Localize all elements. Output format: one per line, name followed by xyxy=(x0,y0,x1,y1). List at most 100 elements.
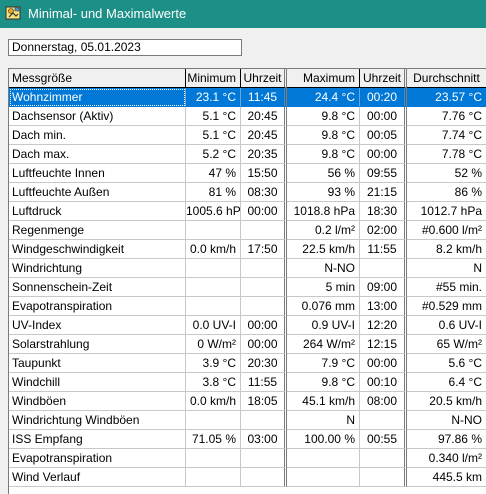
row-average: 86 % xyxy=(407,183,486,202)
table-row[interactable]: Dachsensor (Aktiv) 5.1 °C 20:45 9.8 °C 00:00… xyxy=(9,107,486,126)
values-table[interactable]: Messgröße Minimum Uhrzeit Maximum Uhrzei… xyxy=(8,68,486,494)
row-label: Luftfeuchte Außen xyxy=(9,183,186,202)
row-label: Dach min. xyxy=(9,126,186,145)
row-min-time: 00:00 xyxy=(241,316,287,335)
row-minimum xyxy=(186,259,241,278)
header-maximum[interactable]: Maximum xyxy=(287,69,360,88)
table-row[interactable]: Luftfeuchte Innen 47 % 15:50 56 % 09:55 52 % xyxy=(9,164,486,183)
header-minimum[interactable]: Minimum xyxy=(186,69,241,88)
table-row[interactable]: Windchill 3.8 °C 11:55 9.8 °C 00:10 6.4 °C xyxy=(9,373,486,392)
table-row[interactable]: Windböen 0.0 km/h 18:05 45.1 km/h 08:00 20.5 … xyxy=(9,392,486,411)
table-row[interactable]: Sonnenschein-Zeit 5 min 09:00 #55 min. xyxy=(9,278,486,297)
row-average: 445.5 km xyxy=(407,468,486,487)
row-max-time: 13:00 xyxy=(360,297,407,316)
table-row[interactable]: Wind Verlauf 445.5 km xyxy=(9,468,486,487)
table-row[interactable]: UV-Index 0.0 UV-I 00:00 0.9 UV-I 12:20 0.6 UV… xyxy=(9,316,486,335)
table-row[interactable]: Windrichtung Windböen N N-NO xyxy=(9,411,486,430)
row-max-time: 09:55 xyxy=(360,164,407,183)
table-row[interactable]: Wohnzimmer 23.1 °C 11:45 24.4 °C 00:20 23.57 … xyxy=(9,88,486,107)
row-maximum: N xyxy=(287,411,360,430)
table-row[interactable]: Windrichtung N-NO N xyxy=(9,259,486,278)
row-max-time: 12:15 xyxy=(360,335,407,354)
table-row[interactable]: Evapotranspiration 0.076 mm 13:00 #0.529 mm xyxy=(9,297,486,316)
row-minimum: 5.2 °C xyxy=(186,145,241,164)
row-label: Evapotranspiration xyxy=(9,297,186,316)
table-row[interactable]: Windgeschwindigkeit 0.0 km/h 17:50 22.5 km/… xyxy=(9,240,486,259)
table-row[interactable]: Luftfeuchte Außen 81 % 08:30 93 % 21:15 86 % xyxy=(9,183,486,202)
row-label: Windgeschwindigkeit xyxy=(9,240,186,259)
row-label: Windrichtung Windböen xyxy=(9,411,186,430)
row-maximum: 9.8 °C xyxy=(287,373,360,392)
row-average: #0.529 mm xyxy=(407,297,486,316)
row-min-time xyxy=(241,297,287,316)
table-row[interactable]: Regenmenge 0.2 l/m² 02:00 #0.600 l/m² xyxy=(9,221,486,240)
row-maximum: 0.2 l/m² xyxy=(287,221,360,240)
row-max-time: 00:05 xyxy=(360,126,407,145)
row-minimum: 5.1 °C xyxy=(186,107,241,126)
row-maximum: 9.8 °C xyxy=(287,126,360,145)
row-label: Windrichtung xyxy=(9,259,186,278)
row-average: N xyxy=(407,259,486,278)
row-maximum xyxy=(287,449,360,468)
header-min-time[interactable]: Uhrzeit xyxy=(241,69,287,88)
row-average: #55 min. xyxy=(407,278,486,297)
row-minimum: 0.0 km/h xyxy=(186,240,241,259)
row-maximum: N-NO xyxy=(287,259,360,278)
row-max-time: 00:20 xyxy=(360,88,407,107)
row-min-time: 17:50 xyxy=(241,240,287,259)
date-field[interactable]: Donnerstag, 05.01.2023 xyxy=(8,39,242,56)
row-minimum xyxy=(186,449,241,468)
row-min-time: 00:00 xyxy=(241,335,287,354)
row-max-time: 00:55 xyxy=(360,430,407,449)
row-max-time: 00:00 xyxy=(360,107,407,126)
row-label: Solarstrahlung xyxy=(9,335,186,354)
app-weather-icon xyxy=(5,6,21,20)
row-minimum: 3.9 °C xyxy=(186,354,241,373)
row-minimum: 5.1 °C xyxy=(186,126,241,145)
table-header-row: Messgröße Minimum Uhrzeit Maximum Uhrzei… xyxy=(9,69,486,88)
row-label: Windchill xyxy=(9,373,186,392)
row-min-time: 20:30 xyxy=(241,354,287,373)
row-max-time: 21:15 xyxy=(360,183,407,202)
row-label: Sonnenschein-Zeit xyxy=(9,278,186,297)
row-maximum: 24.4 °C xyxy=(287,88,360,107)
row-label: ISS Empfang xyxy=(9,430,186,449)
row-minimum: 0 W/m² xyxy=(186,335,241,354)
row-maximum: 7.9 °C xyxy=(287,354,360,373)
row-minimum: 81 % xyxy=(186,183,241,202)
row-label: Taupunkt xyxy=(9,354,186,373)
row-average: 1012.7 hPa xyxy=(407,202,486,221)
table-row[interactable]: Solarstrahlung 0 W/m² 00:00 264 W/m² 12:15 65… xyxy=(9,335,486,354)
row-max-time xyxy=(360,259,407,278)
row-max-time: 02:00 xyxy=(360,221,407,240)
row-label: Windböen xyxy=(9,392,186,411)
row-min-time: 03:00 xyxy=(241,430,287,449)
table-row[interactable]: Taupunkt 3.9 °C 20:30 7.9 °C 00:00 5.6 °C xyxy=(9,354,486,373)
row-average: 5.6 °C xyxy=(407,354,486,373)
header-messgroesse[interactable]: Messgröße xyxy=(9,69,186,88)
row-average: 23.57 °C xyxy=(407,88,486,107)
row-average: 65 W/m² xyxy=(407,335,486,354)
row-average: 20.5 km/h xyxy=(407,392,486,411)
row-max-time: 12:20 xyxy=(360,316,407,335)
table-row[interactable]: Dach min. 5.1 °C 20:45 9.8 °C 00:05 7.74 °C xyxy=(9,126,486,145)
row-max-time: 00:10 xyxy=(360,373,407,392)
row-maximum: 45.1 km/h xyxy=(287,392,360,411)
row-label: Wohnzimmer xyxy=(9,88,186,107)
row-maximum: 100.00 % xyxy=(287,430,360,449)
row-label: Dachsensor (Aktiv) xyxy=(9,107,186,126)
row-maximum xyxy=(287,468,360,487)
table-row[interactable]: Dach max. 5.2 °C 20:35 9.8 °C 00:00 7.78 °C xyxy=(9,145,486,164)
row-average: 8.2 km/h xyxy=(407,240,486,259)
header-durchschnitt[interactable]: Durchschnitt xyxy=(407,69,486,88)
row-max-time: 18:30 xyxy=(360,202,407,221)
row-maximum: 1018.8 hPa xyxy=(287,202,360,221)
header-max-time[interactable]: Uhrzeit xyxy=(360,69,407,88)
row-max-time: 11:55 xyxy=(360,240,407,259)
table-row[interactable]: ISS Empfang 71.05 % 03:00 100.00 % 00:55 97.8… xyxy=(9,430,486,449)
row-average: 0.6 UV-I xyxy=(407,316,486,335)
table-row[interactable]: Evapotranspiration 0.340 l/m² xyxy=(9,449,486,468)
window-title: Minimal- und Maximalwerte xyxy=(28,6,187,21)
row-maximum: 0.076 mm xyxy=(287,297,360,316)
